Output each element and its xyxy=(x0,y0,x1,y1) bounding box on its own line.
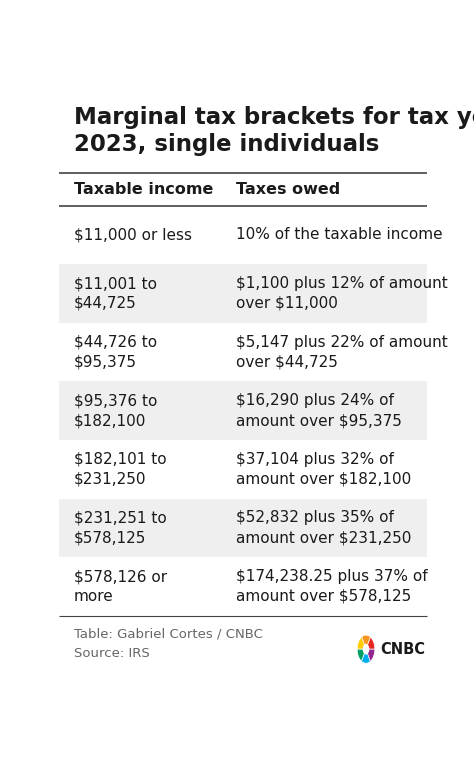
Text: $44,726 to
$95,375: $44,726 to $95,375 xyxy=(74,335,157,370)
Wedge shape xyxy=(362,649,370,664)
Wedge shape xyxy=(357,637,366,649)
Text: $1,100 plus 12% of amount
over $11,000: $1,100 plus 12% of amount over $11,000 xyxy=(236,276,447,311)
Text: Marginal tax brackets for tax year
2023, single individuals: Marginal tax brackets for tax year 2023,… xyxy=(74,106,474,155)
Text: Taxes owed: Taxes owed xyxy=(236,182,340,197)
Text: $5,147 plus 22% of amount
over $44,725: $5,147 plus 22% of amount over $44,725 xyxy=(236,335,447,370)
Text: $231,251 to
$578,125: $231,251 to $578,125 xyxy=(74,511,167,546)
Wedge shape xyxy=(357,649,366,661)
Text: $11,001 to
$44,725: $11,001 to $44,725 xyxy=(74,276,157,311)
Text: $37,104 plus 32% of
amount over $182,100: $37,104 plus 32% of amount over $182,100 xyxy=(236,452,411,487)
Bar xyxy=(59,381,427,440)
Text: $16,290 plus 24% of
amount over $95,375: $16,290 plus 24% of amount over $95,375 xyxy=(236,393,401,428)
Bar xyxy=(59,498,427,557)
Text: Taxable income: Taxable income xyxy=(74,182,213,197)
Text: $52,832 plus 35% of
amount over $231,250: $52,832 plus 35% of amount over $231,250 xyxy=(236,511,411,546)
Wedge shape xyxy=(362,635,370,649)
Wedge shape xyxy=(366,637,375,649)
Bar xyxy=(59,264,427,323)
Wedge shape xyxy=(366,649,375,661)
Text: $11,000 or less: $11,000 or less xyxy=(74,228,192,243)
Text: $578,126 or
more: $578,126 or more xyxy=(74,569,167,604)
Text: Source: IRS: Source: IRS xyxy=(74,647,150,660)
Text: $95,376 to
$182,100: $95,376 to $182,100 xyxy=(74,393,157,428)
Text: CNBC: CNBC xyxy=(380,642,425,657)
Text: 10% of the taxable income: 10% of the taxable income xyxy=(236,228,442,243)
Text: $174,238.25 plus 37% of
amount over $578,125: $174,238.25 plus 37% of amount over $578… xyxy=(236,569,427,604)
Text: Table: Gabriel Cortes / CNBC: Table: Gabriel Cortes / CNBC xyxy=(74,628,263,641)
Text: $182,101 to
$231,250: $182,101 to $231,250 xyxy=(74,452,166,487)
Circle shape xyxy=(363,644,369,654)
